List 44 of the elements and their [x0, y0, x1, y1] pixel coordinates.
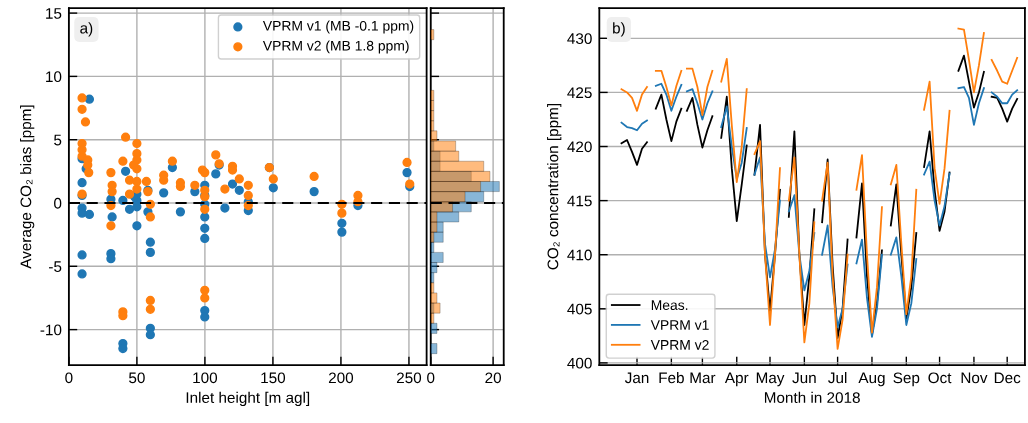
y-axis-title: CO₂ concentration [ppm] — [547, 103, 562, 270]
y-tick-label: 405 — [567, 303, 592, 315]
y-tick-label: -5 — [49, 261, 62, 272]
x-tick-label: Feb — [659, 371, 684, 384]
y-tick-label: 430 — [567, 33, 592, 45]
x-tick-label: 20 — [485, 372, 502, 384]
x-tick-label: Oct — [928, 372, 952, 384]
x-tick-label: 200 — [328, 372, 354, 384]
x-tick-label: Dec — [994, 372, 1021, 384]
x-tick-label: Apr — [724, 372, 749, 387]
x-tick-label: 50 — [129, 372, 145, 384]
y-tick-label: 0 — [54, 197, 62, 209]
x-tick-label: Nov — [961, 372, 988, 384]
y-tick-label: 425 — [567, 87, 592, 99]
x-axis-title: Month in 2018 — [764, 391, 860, 404]
x-tick-label: Jun — [792, 372, 816, 384]
y-tick-label: 400 — [567, 357, 592, 369]
y-tick-label: 15 — [46, 8, 62, 19]
x-tick-label: Sep — [893, 372, 920, 387]
x-tick-label: 150 — [261, 372, 286, 384]
y-tick-label: 5 — [54, 134, 62, 146]
annotation: b) — [613, 22, 625, 37]
x-tick-label: 0 — [427, 372, 435, 384]
legend-label: Meas. — [651, 300, 688, 311]
y-tick-label: -10 — [40, 324, 62, 336]
annotation: a) — [80, 22, 93, 37]
legend-label: VPRM v2 — [650, 339, 709, 350]
x-tick-label: 100 — [193, 372, 218, 384]
x-tick-label: 0 — [65, 372, 73, 384]
x-tick-label: Jan — [624, 372, 649, 384]
x-tick-label: Aug — [858, 372, 885, 387]
y-tick-label: 420 — [567, 141, 592, 153]
x-axis-title: Inlet height [m agl] — [186, 391, 310, 407]
legend-label: VPRM v2 (MB 1.8 ppm) — [262, 40, 409, 54]
y-tick-label: 415 — [567, 195, 592, 207]
legend-label: VPRM v1 — [650, 320, 709, 330]
x-tick-label: Mar — [690, 372, 716, 384]
y-tick-label: 10 — [46, 71, 62, 83]
y-axis-title: Average CO₂ bias [ppm] — [20, 105, 35, 269]
x-tick-label: Jul — [828, 371, 847, 384]
legend-label: VPRM v1 (MB -0.1 ppm) — [262, 20, 414, 34]
x-tick-label: 250 — [396, 372, 422, 384]
y-tick-label: 410 — [567, 249, 592, 261]
x-tick-label: May — [756, 372, 785, 387]
